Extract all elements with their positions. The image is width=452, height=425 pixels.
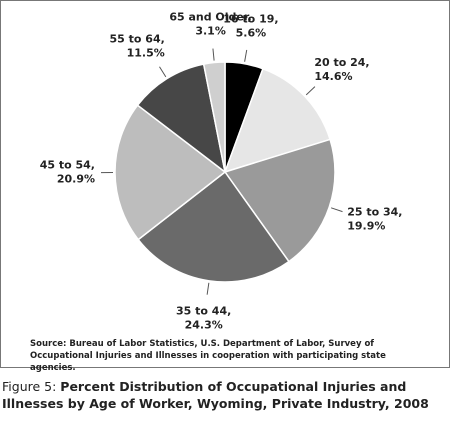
- slice-label: 20 to 24,: [314, 56, 369, 69]
- source-note: Source: Bureau of Labor Statistics, U.S.…: [30, 339, 386, 373]
- slice-value-label: 11.5%: [127, 46, 165, 59]
- slice-value-label: 19.9%: [347, 219, 385, 232]
- leader-line: [159, 66, 167, 78]
- slice-value-label: 24.3%: [185, 318, 223, 331]
- leader-line: [206, 282, 210, 295]
- pie-slice: [136, 63, 227, 174]
- slice-label: 65 and Older,: [169, 11, 252, 24]
- slice-value-label: 3.1%: [195, 25, 226, 38]
- figure-label: Figure 5:: [2, 379, 57, 394]
- slice-label: 35 to 44,: [176, 304, 231, 317]
- pie-slice: [137, 170, 290, 283]
- slice-value-label: 20.9%: [57, 173, 95, 186]
- figure-caption: Figure 5: Percent Distribution of Occupa…: [2, 378, 442, 412]
- chart-frame: [0, 0, 450, 368]
- slice-value-label: 14.6%: [314, 70, 352, 83]
- slice-value-label: 5.6%: [236, 26, 267, 39]
- chart-title: Percent Distribution of Occupational Inj…: [2, 379, 429, 411]
- leader-line: [305, 86, 316, 96]
- pie-slice: [202, 61, 226, 173]
- pie-slice: [114, 104, 227, 241]
- chart: 16 to 19,5.6% 20 to 24,14.6% 25 to 34,19.9…: [40, 11, 403, 332]
- leader-line: [244, 49, 248, 62]
- slice-label: 16 to 19,: [223, 12, 278, 25]
- leader-line: [212, 48, 215, 61]
- slice-label: 25 to 34,: [347, 205, 402, 218]
- slice-label: 55 to 64,: [110, 32, 165, 45]
- pie-slice: [223, 138, 336, 263]
- pie-slice: [223, 67, 332, 174]
- slice-label: 45 to 54,: [40, 159, 95, 172]
- leader-line: [330, 207, 343, 213]
